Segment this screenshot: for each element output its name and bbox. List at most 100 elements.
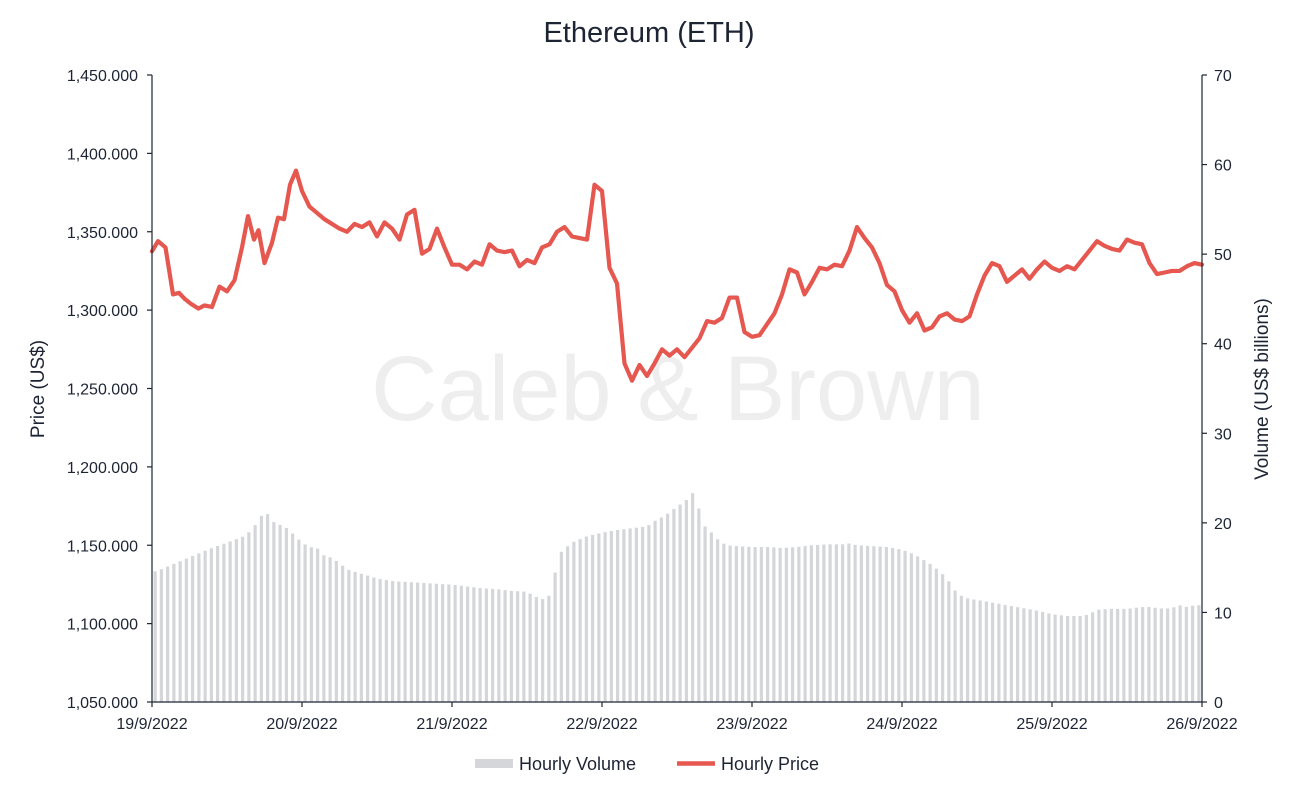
volume-bar [391,581,395,702]
volume-bar [1091,612,1095,702]
volume-bar [947,581,951,702]
volume-bar [616,529,620,702]
x-tick-label: 21/9/2022 [416,716,487,733]
volume-bar [1016,607,1020,702]
volume-bar [1191,605,1195,702]
x-tick-label: 23/9/2022 [716,716,787,733]
volume-bar [403,581,407,702]
volume-bar [328,557,332,702]
volume-bar [653,520,657,702]
right-axis-ticks: 0 10 20 30 40 50 60 70 [1202,68,1232,712]
volume-bar [972,599,976,702]
price-line-group [149,168,1205,383]
volume-bar [747,546,751,702]
left-axis-title: Price (US$) [28,340,49,438]
volume-bar [416,582,420,702]
volume-bar [1078,616,1082,702]
volume-bar [1178,605,1182,702]
volume-bar [459,585,463,702]
volume-bar [722,543,726,702]
left-tick-label: 1,100.000 [67,617,138,634]
left-tick-label: 1,150.000 [67,538,138,555]
volume-bar [966,598,970,702]
left-tick-label: 1,450.000 [67,68,138,85]
volume-bar [897,549,901,702]
volume-bar [1184,606,1188,702]
legend-swatch-volume [475,759,513,768]
volume-bar [928,563,932,702]
volume-bar [484,588,488,702]
x-tick-label: 26/9/2022 [1166,716,1237,733]
right-tick-label: 40 [1214,337,1232,354]
volume-bar [734,546,738,702]
volume-bar [1159,608,1163,702]
volume-bar [572,541,576,702]
volume-bar [491,588,495,702]
volume-bar [597,533,601,702]
volume-bar [959,595,963,702]
volume-bar [509,590,513,702]
volume-bar [272,521,276,702]
volume-bar [934,568,938,702]
volume-bar [741,546,745,702]
volume-bar [172,563,176,702]
volume-bar [716,539,720,702]
left-tick-label: 1,200.000 [67,460,138,477]
volume-bar [891,548,895,702]
volume-bar [178,561,182,702]
volume-bar [303,544,307,702]
volume-bar [991,602,995,702]
volume-bar [209,548,213,702]
volume-bar [309,547,313,702]
volume-bar [397,581,401,702]
volume-bar [609,531,613,702]
volume-bar [191,556,195,702]
volume-bar [528,593,532,702]
volume-bar [684,500,688,702]
volume-bar [297,539,301,702]
volume-bar [497,589,501,702]
volume-bar [847,543,851,702]
volume-bar [841,544,845,702]
volume-bar [1034,610,1038,702]
x-tick-label: 20/9/2022 [266,716,337,733]
volume-bar [1022,608,1026,702]
volume-bar [378,578,382,702]
volume-bar [1116,608,1120,702]
watermark: Caleb & Brown [371,338,985,440]
volume-bar [834,544,838,702]
volume-bar [1166,608,1170,702]
volume-bar [1153,607,1157,702]
volume-bar [772,547,776,702]
volume-bar [241,536,245,702]
legend-label-price: Hourly Price [721,754,819,774]
volume-bar [422,582,426,702]
volume-bar [678,504,682,702]
volume-bar [691,493,695,702]
volume-bar [341,565,345,702]
volume-bar [884,547,888,702]
volume-bar [1147,607,1151,702]
volume-bar [1041,611,1045,702]
volume-bar [347,569,351,702]
chart-title: Ethereum (ETH) [543,17,754,49]
volume-bar [372,577,376,702]
price-line [149,168,1205,383]
volume-bar [334,560,338,702]
volume-bar [766,547,770,702]
volume-bar [1066,616,1070,702]
right-tick-label: 10 [1214,605,1232,622]
volume-bar [784,547,788,702]
x-axis-ticks: 19/9/2022 20/9/2022 21/9/2022 22/9/2022 23/9… [116,702,1238,733]
volume-bar [516,591,520,702]
volume-bar [566,546,570,702]
volume-bar [291,533,295,702]
volume-bar [1028,609,1032,702]
volume-bar [778,547,782,702]
right-tick-label: 60 [1214,158,1232,175]
legend-label-volume: Hourly Volume [519,754,636,774]
volume-bar [1047,613,1051,702]
volume-bar [478,588,482,702]
volume-bar [153,571,157,702]
